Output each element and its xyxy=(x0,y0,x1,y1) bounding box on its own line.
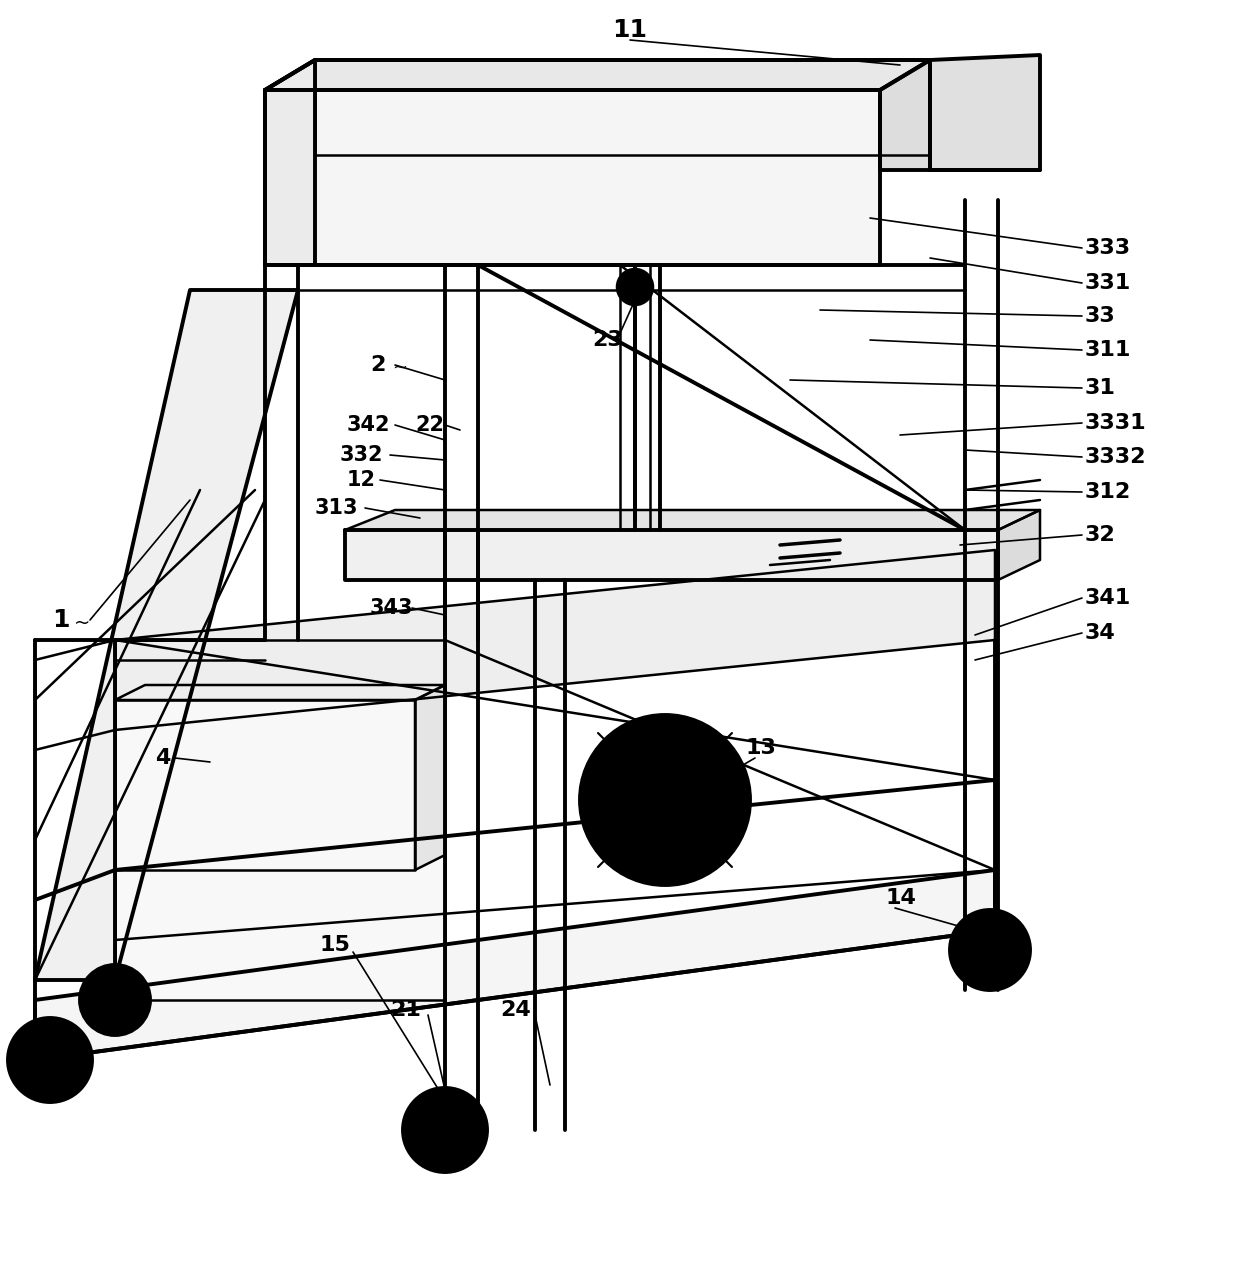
Text: 15: 15 xyxy=(320,935,351,955)
Polygon shape xyxy=(415,685,445,871)
Circle shape xyxy=(81,965,150,1035)
Text: 31: 31 xyxy=(1085,377,1116,398)
Polygon shape xyxy=(265,60,315,264)
Text: 341: 341 xyxy=(1085,588,1131,608)
Circle shape xyxy=(580,716,750,885)
Circle shape xyxy=(644,778,687,822)
Text: 311: 311 xyxy=(1085,341,1131,360)
Text: 21: 21 xyxy=(391,1000,420,1021)
Circle shape xyxy=(627,280,644,295)
Text: 11: 11 xyxy=(613,18,647,42)
Text: 1: 1 xyxy=(52,608,69,632)
Circle shape xyxy=(98,982,133,1018)
Text: 13: 13 xyxy=(745,738,776,758)
Circle shape xyxy=(29,1038,71,1082)
Text: 332: 332 xyxy=(340,445,383,465)
Text: 32: 32 xyxy=(1085,525,1116,545)
Polygon shape xyxy=(265,90,880,264)
Polygon shape xyxy=(115,700,415,871)
Circle shape xyxy=(424,1110,466,1152)
Circle shape xyxy=(610,745,720,855)
Polygon shape xyxy=(998,510,1040,580)
Polygon shape xyxy=(880,60,930,170)
Text: 23: 23 xyxy=(591,330,622,350)
Polygon shape xyxy=(930,55,1040,170)
Text: 313: 313 xyxy=(315,498,358,519)
Text: 2: 2 xyxy=(370,355,386,375)
Text: 333: 333 xyxy=(1085,238,1131,258)
Circle shape xyxy=(950,910,1030,990)
Text: 14: 14 xyxy=(885,888,916,907)
Text: 22: 22 xyxy=(415,416,444,435)
Text: 24: 24 xyxy=(500,1000,531,1021)
Circle shape xyxy=(618,269,653,305)
Polygon shape xyxy=(265,60,930,90)
Circle shape xyxy=(970,930,1011,970)
Polygon shape xyxy=(115,641,445,1000)
Polygon shape xyxy=(35,871,994,1060)
Text: ~: ~ xyxy=(392,358,407,377)
Circle shape xyxy=(7,1018,92,1102)
Polygon shape xyxy=(35,290,298,980)
Text: 33: 33 xyxy=(1085,306,1116,325)
Polygon shape xyxy=(115,685,445,700)
Text: 4: 4 xyxy=(155,749,170,768)
Text: 343: 343 xyxy=(370,597,413,618)
Text: 34: 34 xyxy=(1085,623,1116,643)
Polygon shape xyxy=(345,530,998,580)
Polygon shape xyxy=(115,550,994,730)
Text: 3331: 3331 xyxy=(1085,413,1147,433)
Polygon shape xyxy=(345,510,1040,530)
Text: ~: ~ xyxy=(74,614,91,633)
Text: 342: 342 xyxy=(347,416,391,435)
Circle shape xyxy=(403,1088,487,1172)
Text: 331: 331 xyxy=(1085,273,1131,294)
Text: 3332: 3332 xyxy=(1085,447,1147,466)
Text: 12: 12 xyxy=(347,470,376,491)
Text: 312: 312 xyxy=(1085,482,1131,502)
